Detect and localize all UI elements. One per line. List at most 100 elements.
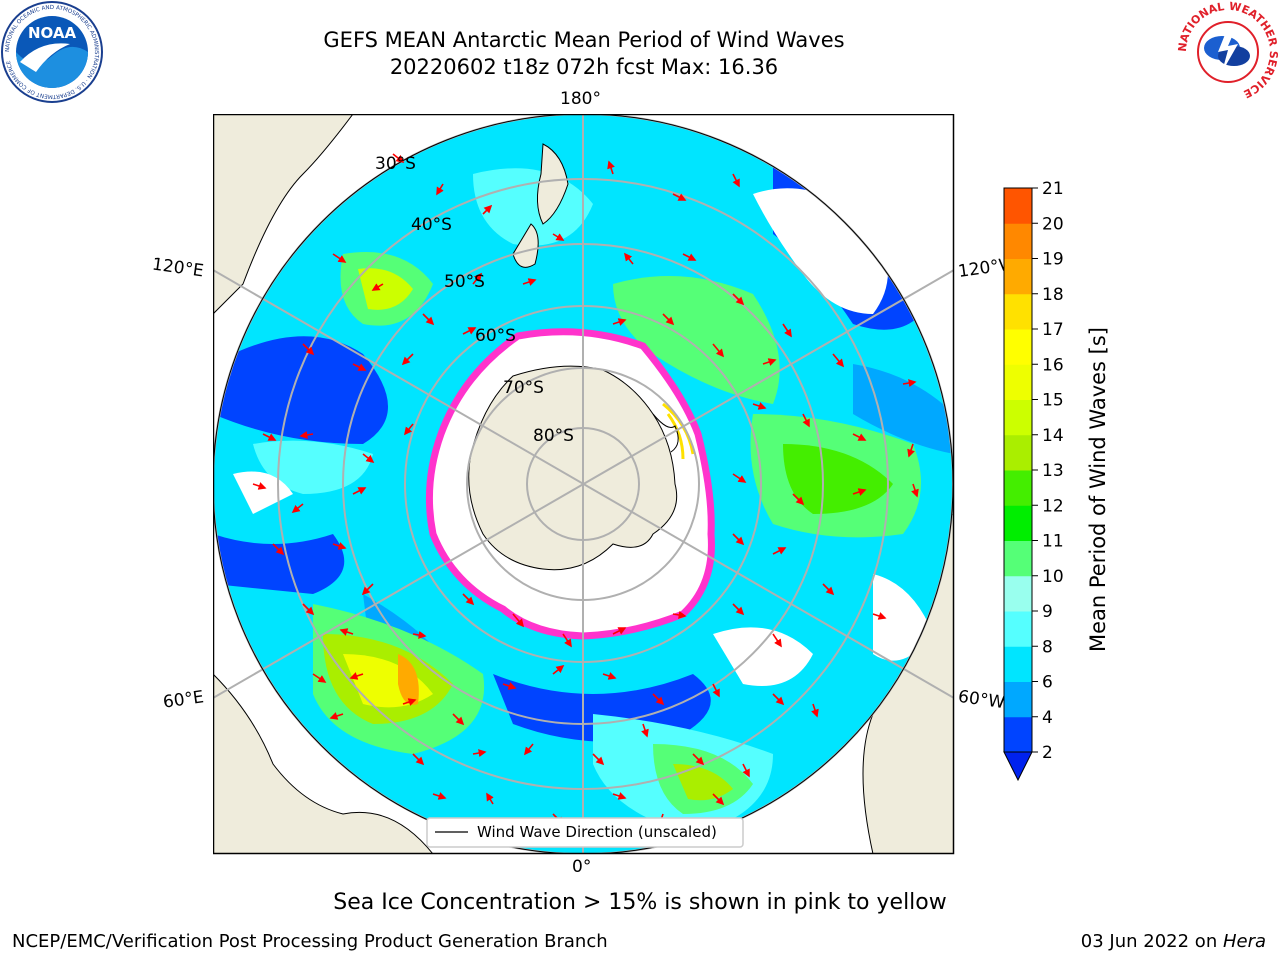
wind-wave-arrow <box>302 343 315 356</box>
wind-wave-arrow <box>607 160 615 175</box>
wind-wave-arrow <box>552 665 565 675</box>
wind-wave-arrow <box>272 543 285 556</box>
colorbar-bin <box>1004 611 1032 647</box>
wind-wave-arrow <box>612 792 627 800</box>
lat-label-40s: 40°S <box>411 215 452 235</box>
lon-label-180: 180° <box>560 89 601 109</box>
wind-wave-arrow <box>732 173 740 188</box>
wind-wave-arrow <box>832 353 845 368</box>
colorbar-tick-label: 16 <box>1042 355 1064 375</box>
wind-wave-arrow <box>452 713 465 726</box>
colorbar-tick-label: 2 <box>1042 743 1053 763</box>
lat-label-80s: 80°S <box>533 426 574 446</box>
lat-label-70s: 70°S <box>503 378 544 398</box>
wind-wave-arrow <box>392 153 405 163</box>
wind-wave-arrow <box>522 278 537 286</box>
wind-wave-arrow <box>732 533 745 546</box>
wind-wave-arrow <box>262 433 277 441</box>
wind-wave-arrow <box>612 627 627 635</box>
wind-wave-arrow <box>712 683 720 698</box>
chart-title: GEFS MEAN Antarctic Mean Period of Wind … <box>323 28 845 52</box>
wind-wave-arrow <box>732 603 745 616</box>
colorbar: 2 4 6 8 9 10 11 12 13 14 15 16 17 18 19 20 21 <box>1003 180 1064 782</box>
wind-wave-arrow <box>811 703 819 718</box>
colorbar-tick-label: 21 <box>1042 180 1064 199</box>
colorbar-bin <box>1004 540 1032 577</box>
colorbar-bin <box>1004 575 1032 612</box>
nws-logo: NATIONAL WEATHER SERVICE <box>1176 0 1280 102</box>
wind-wave-arrow <box>752 402 767 410</box>
wind-wave-arrow <box>602 672 617 680</box>
wind-wave-arrow <box>332 542 347 550</box>
wind-wave-arrow <box>339 628 354 636</box>
wind-wave-arrow <box>302 603 315 616</box>
colorbar-tick-label: 4 <box>1042 708 1053 728</box>
wind-wave-arrow <box>299 431 314 439</box>
colorbar-bin <box>1004 716 1032 753</box>
wind-wave-arrow <box>482 204 493 215</box>
map-legend-label: Wind Wave Direction (unscaled) <box>477 823 717 841</box>
wind-wave-arrow <box>672 193 687 201</box>
wind-wave-arrow <box>782 323 792 338</box>
colorbar-bin <box>1004 505 1032 541</box>
colorbar-bin <box>1004 258 1032 295</box>
wind-wave-arrow <box>641 723 649 738</box>
chart-subtitle: 20220602 t18z 072h fcst Max: 16.36 <box>389 55 779 79</box>
colorbar-tick-label: 19 <box>1042 250 1064 270</box>
wind-wave-arrow <box>422 313 435 326</box>
colorbar-bin <box>1004 188 1032 224</box>
footer-credit: NCEP/EMC/Verification Post Processing Pr… <box>12 931 608 952</box>
wind-wave-arrow <box>762 358 777 366</box>
colorbar-tick-label: 11 <box>1042 532 1064 552</box>
colorbar-label: Mean Period of Wind Waves [s] <box>1086 327 1110 652</box>
wind-wave-arrow <box>872 612 887 620</box>
wind-wave-arrow <box>432 792 447 800</box>
map-legend-box <box>426 817 744 848</box>
lon-label-60e: 60°E <box>161 687 206 713</box>
wind-wave-arrow <box>792 493 805 506</box>
sea-ice-note: Sea Ice Concentration > 15% is shown in … <box>333 890 947 915</box>
wind-wave-arrow <box>772 693 785 706</box>
wind-wave-arrow <box>902 379 917 387</box>
colorbar-tick-label: 10 <box>1042 567 1064 587</box>
colorbar-tick-label: 17 <box>1042 320 1064 340</box>
wind-wave-arrow <box>472 749 487 757</box>
wind-wave-arrow <box>404 423 414 436</box>
wind-wave-arrow <box>682 253 697 261</box>
wind-wave-arrow <box>624 252 634 265</box>
wind-wave-arrow <box>502 682 517 690</box>
wind-wave-arrow <box>371 283 384 291</box>
colorbar-tick-label: 20 <box>1042 214 1064 234</box>
wind-wave-arrow <box>486 792 494 805</box>
wind-wave-arrow <box>692 753 705 766</box>
wind-wave-arrow <box>462 327 477 335</box>
wind-wave-arrow <box>312 673 327 683</box>
polar-map: 30°S 40°S 50°S 60°S 70°S 80°S Wind Wave … <box>213 114 955 855</box>
wind-wave-arrow <box>712 343 725 358</box>
colorbar-tick-label: 18 <box>1042 285 1064 305</box>
colorbar-bin <box>1004 434 1032 471</box>
wind-wave-arrow <box>329 712 344 720</box>
wind-wave-arrow <box>436 183 444 196</box>
wind-wave-arrow <box>592 753 605 766</box>
wind-wave-arrow <box>412 753 425 766</box>
wind-wave-arrow <box>524 743 534 756</box>
wind-wave-arrow <box>852 488 867 496</box>
wind-wave-arrow <box>362 453 375 463</box>
lon-label-0: 0° <box>572 857 592 877</box>
wind-wave-arrow <box>472 272 482 285</box>
colorbar-bin <box>1004 399 1032 436</box>
wind-wave-arrow <box>402 698 417 706</box>
noaa-logo: NATIONAL OCEANIC AND ATMOSPHERIC ADMINIS… <box>1 1 103 103</box>
wind-wave-arrow <box>462 593 475 606</box>
wind-wave-arrow <box>662 313 675 326</box>
colorbar-tick-label: 15 <box>1042 391 1064 411</box>
wind-wave-arrow <box>352 487 367 495</box>
colorbar-bin <box>1004 364 1032 400</box>
lon-label-120e: 120°E <box>150 254 205 282</box>
colorbar-tick-label: 13 <box>1042 461 1064 481</box>
colorbar-bin <box>1004 681 1032 718</box>
wind-wave-arrow <box>252 482 267 490</box>
colorbar-tick-label: 14 <box>1042 426 1064 446</box>
colorbar-tick-label: 8 <box>1042 637 1053 657</box>
